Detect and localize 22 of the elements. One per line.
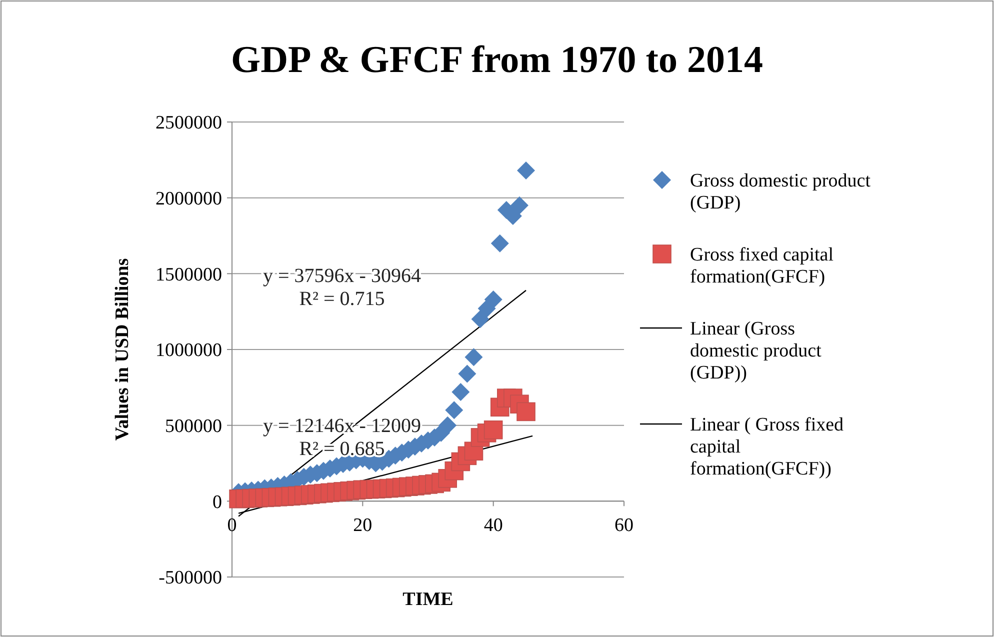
legend-label: Linear (Gross domestic product (GDP)) <box>690 318 822 384</box>
annotation: R² = 0.685 <box>299 438 385 460</box>
x-tick-label: 20 <box>353 515 372 536</box>
x-tick-label: 60 <box>614 515 634 536</box>
y-tick-label: 500000 <box>165 416 222 437</box>
chart-title: GDP & GFCF from 1970 to 2014 <box>231 39 763 81</box>
annotation: y = 37596x - 30964 <box>263 265 421 287</box>
y-axis-title: Values in USD Billions <box>112 258 133 441</box>
legend-label: Linear ( Gross fixed capital formation(GFCF)) <box>690 414 844 480</box>
x-axis-title: TIME <box>402 589 454 610</box>
y-tick-label: 1000000 <box>156 340 222 362</box>
x-tick-label: 0 <box>227 515 237 536</box>
annotation: R² = 0.715 <box>299 288 385 310</box>
legend-label: Gross domestic product (GDP) <box>690 170 872 214</box>
y-tick-label: 2000000 <box>156 188 222 210</box>
x-tick-label: 40 <box>484 515 503 536</box>
y-tick-label: 2500000 <box>156 112 222 134</box>
y-tick-label: 1500000 <box>156 264 222 286</box>
y-tick-label: -500000 <box>158 568 222 589</box>
y-tick-label: 0 <box>212 492 222 513</box>
annotation: y = 12146x - 12009 <box>263 415 421 437</box>
legend-label: Gross fixed capital formation(GFCF) <box>690 244 834 288</box>
